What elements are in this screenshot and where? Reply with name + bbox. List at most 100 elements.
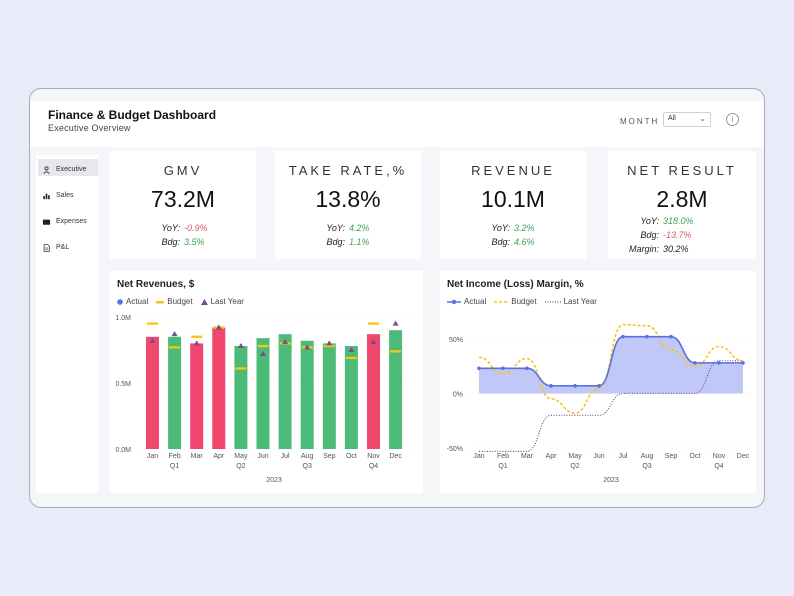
y-tick-label: 50% — [449, 337, 463, 344]
quarter-label: Q3 — [642, 463, 651, 470]
quarter-label: Q4 — [369, 463, 378, 470]
actual-point — [549, 384, 553, 388]
kpi-yoy-label: YoY: — [326, 223, 345, 233]
actual-point — [693, 361, 697, 365]
budget-line — [478, 323, 744, 414]
legend-actual[interactable]: Actual — [447, 297, 486, 306]
line-marker-icon — [447, 299, 461, 304]
kpi-bdg: Bdg: 4.6% — [484, 237, 534, 247]
quarter-label: Q1 — [170, 463, 179, 470]
x-tick-label: Sep — [665, 453, 678, 460]
bar — [367, 334, 380, 449]
kpi-title: GMV — [163, 163, 203, 178]
quarter-label: Q3 — [303, 463, 312, 470]
bar-chart-icon — [43, 193, 50, 199]
budget-marker — [345, 356, 357, 360]
last-year-line — [478, 360, 743, 452]
sidebar-item-expenses[interactable]: Expenses — [38, 211, 98, 228]
dotted-line-icon — [544, 300, 561, 303]
legend-label: Budget — [511, 297, 537, 306]
x-tick-label: Oct — [690, 453, 701, 460]
month-dropdown[interactable]: All ⌄ — [663, 112, 711, 127]
legend-last-year[interactable]: Last Year — [200, 297, 244, 306]
kpi-title: NET RESULT — [627, 163, 737, 178]
x-tick-label: Jul — [281, 453, 290, 460]
year-label: 2023 — [266, 477, 282, 484]
kpi-card-gmv: GMV 73.2M YoY: -0.9% Bdg: 3.5% — [110, 151, 256, 259]
x-tick-label: Nov — [713, 453, 726, 460]
actual-point — [477, 366, 481, 371]
x-tick-label: Feb — [169, 453, 181, 460]
legend-label: Last Year — [563, 297, 597, 306]
last-year-marker — [282, 339, 289, 345]
sidebar-item-label: Executive — [56, 166, 87, 173]
kpi-yoy: YoY: 318.0% — [625, 216, 694, 226]
kpi-value: 73.2M — [151, 186, 215, 212]
info-icon[interactable]: i — [726, 113, 739, 126]
sidebar: Executive Sales Expenses P&L — [36, 155, 98, 493]
dash-icon — [156, 300, 165, 303]
wallet-icon — [42, 219, 51, 225]
bar — [344, 346, 358, 449]
actual-point — [621, 334, 625, 339]
y-tick-label: 1.0M — [115, 315, 131, 322]
triangle-icon — [200, 298, 208, 305]
month-dropdown-value: All — [668, 115, 676, 122]
kpi-title: REVENUE — [471, 163, 555, 178]
legend-label: Budget — [167, 297, 193, 306]
last-year-marker — [370, 339, 377, 345]
sidebar-item-label: Sales — [56, 192, 74, 199]
sidebar-item-pnl[interactable]: P&L — [38, 237, 98, 254]
header-bar: Finance & Budget Dashboard Executive Ove… — [30, 101, 764, 147]
kpi-value: 2.8M — [656, 186, 708, 212]
actual-point — [741, 361, 745, 365]
sidebar-item-executive[interactable]: Executive — [38, 159, 98, 176]
last-year-marker — [260, 350, 266, 356]
year-label: 2023 — [603, 477, 619, 484]
budget-marker — [235, 367, 247, 370]
legend-budget[interactable]: Budget — [494, 297, 537, 306]
net-revenues-chart: 1.0M 0.5M 0.0M Jan Feb Mar Apr May Jun Jul Aug Sep O… — [115, 315, 410, 484]
x-tick-label: Feb — [497, 453, 509, 460]
bar — [278, 334, 292, 449]
x-tick-label: Apr — [546, 453, 558, 460]
kpi-bdg: Bdg: 1.1% — [319, 237, 369, 247]
y-tick-label: 0.5M — [115, 381, 131, 388]
bar — [212, 327, 226, 449]
x-tick-label: Jun — [593, 453, 604, 460]
page-subtitle: Executive Overview — [48, 123, 131, 133]
budget-marker — [169, 346, 181, 349]
budget-marker — [368, 322, 379, 325]
kpi-margin: Margin: 30.2% — [612, 244, 689, 254]
kpi-yoy-value: 3.2% — [514, 223, 535, 233]
budget-marker — [147, 322, 158, 325]
kpi-yoy-value: 4.2% — [349, 223, 370, 233]
legend-label: Actual — [464, 297, 487, 306]
actual-point — [597, 384, 601, 388]
last-year-marker — [237, 343, 244, 349]
x-tick-label: Jul — [619, 453, 628, 460]
bar — [256, 338, 270, 449]
bar — [389, 330, 403, 449]
last-year-marker — [326, 340, 333, 346]
chart-legend: Actual Budget Last Year — [117, 297, 244, 306]
kpi-margin-value: 30.2% — [663, 244, 689, 254]
x-tick-label: May — [568, 453, 582, 460]
kpi-bdg-label: Bdg: — [491, 237, 510, 247]
quarter-label: Q2 — [236, 463, 245, 470]
chevron-down-icon: ⌄ — [699, 114, 706, 123]
legend-last-year[interactable]: Last Year — [544, 297, 597, 306]
bar — [190, 343, 204, 449]
kpi-bdg: Bdg: -13.7% — [625, 230, 691, 240]
legend-budget[interactable]: Budget — [156, 297, 193, 306]
kpi-bdg-value: 3.5% — [184, 237, 205, 247]
kpi-bdg-label: Bdg: — [640, 230, 659, 240]
x-tick-label: Jun — [257, 453, 268, 460]
page-title: Finance & Budget Dashboard — [48, 108, 217, 122]
net-revenues-panel: Net Revenues, $ Actual Budget Last Year … — [110, 271, 423, 493]
kpi-yoy-value: 318.0% — [663, 216, 694, 226]
legend-actual[interactable]: Actual — [117, 297, 148, 306]
x-tick-label: Nov — [367, 453, 380, 460]
sidebar-item-sales[interactable]: Sales — [38, 185, 98, 202]
quarter-label: Q1 — [498, 463, 507, 470]
